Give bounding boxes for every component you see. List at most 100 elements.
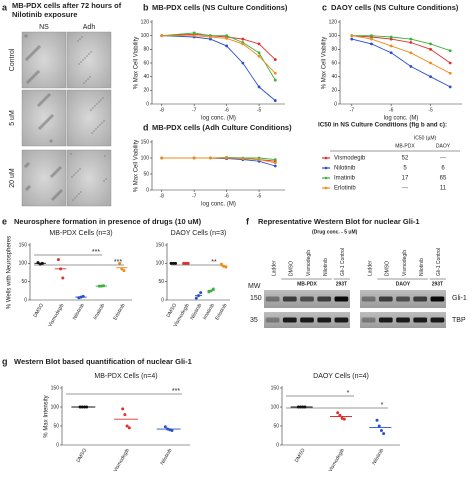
cell (90, 51, 92, 53)
blot-band (361, 317, 376, 323)
cell (78, 193, 80, 195)
table-cell: 5 (403, 166, 407, 172)
y-tick-label: 100 (51, 404, 60, 410)
significance: * (347, 390, 350, 397)
data-point (448, 61, 452, 65)
x-tick-label: -6 (224, 107, 229, 113)
data-point (379, 429, 383, 433)
cell (25, 187, 29, 191)
cell (86, 55, 88, 57)
micrograph (21, 149, 67, 207)
cell (45, 95, 49, 99)
cell (70, 153, 72, 155)
data-point (257, 54, 261, 58)
cell (73, 174, 75, 176)
data-point (192, 34, 196, 38)
y-tick-label: 80 (331, 47, 337, 53)
data-point (350, 37, 354, 41)
significance: *** (114, 259, 122, 266)
cell (47, 93, 51, 97)
cell (82, 59, 84, 61)
data-point (56, 258, 60, 262)
cell (37, 103, 41, 107)
data-point (377, 424, 381, 428)
data-point (241, 37, 245, 41)
series-line (351, 35, 451, 52)
table-cell: 52 (402, 156, 409, 162)
x-tick-label: Vismodegib (328, 447, 346, 473)
data-point (118, 261, 122, 265)
x-tick-label: DMSO (294, 448, 307, 464)
lane-label: DMSO (385, 261, 391, 276)
marker-label: 35 (250, 317, 258, 324)
blot-band (378, 296, 393, 302)
y-tick-label: 0 (146, 101, 149, 107)
y-tick-label: 100 (271, 404, 280, 410)
x-tick-label: -6 (389, 107, 394, 113)
x-tick-label: Nilotinib (371, 447, 385, 466)
data-point (382, 432, 386, 436)
data-point (342, 417, 346, 421)
cell (28, 78, 32, 82)
column-label: NS (39, 24, 49, 31)
x-tick-label: Erlotinib (214, 302, 228, 321)
data-point (192, 31, 196, 35)
cell (76, 195, 78, 197)
group-label: 293T (432, 281, 443, 287)
cell (79, 38, 81, 40)
cell (79, 168, 81, 170)
protein-label: TBP (452, 317, 466, 324)
cell (50, 114, 54, 118)
y-tick-label: 20 (143, 88, 149, 94)
cell (80, 61, 82, 63)
cell (42, 122, 46, 126)
table-column: DAOY (436, 143, 451, 149)
cell (30, 76, 34, 80)
micrograph (66, 89, 112, 147)
data-point (225, 37, 229, 40)
cell (24, 164, 28, 168)
x-tick-label: -5 (257, 107, 262, 113)
series-line (351, 35, 451, 74)
cell (75, 172, 77, 174)
cell (99, 124, 101, 126)
y-tick-label: 100 (141, 155, 150, 161)
cell (39, 101, 43, 105)
y-axis-label: % Max Intensity (44, 395, 50, 437)
chart-title: MB-PDX Cells (n=3) (49, 230, 112, 237)
blot-band (317, 296, 332, 302)
panel-label: b (143, 2, 149, 12)
data-point (160, 156, 164, 160)
data-point (389, 37, 393, 41)
data-point (273, 164, 277, 168)
y-tick-label: 150 (51, 385, 60, 391)
panel-subtitle: (Drug conc. - 5 uM) (312, 229, 358, 235)
cell (43, 97, 47, 101)
data-point (61, 276, 65, 280)
group-label: MB-PDX (297, 281, 317, 287)
data-point (220, 262, 223, 266)
data-point (273, 78, 277, 82)
cell (104, 155, 106, 157)
data-point (429, 61, 432, 65)
data-point (225, 44, 229, 48)
x-tick-label: DMSO (76, 448, 89, 464)
data-point (429, 47, 432, 51)
cell (33, 49, 37, 53)
y-tick-label: 40 (143, 74, 149, 80)
blot-band (361, 296, 376, 302)
data-point (273, 71, 277, 75)
data-point (273, 158, 277, 162)
cell (85, 80, 87, 82)
y-tick-label: 60 (143, 60, 149, 66)
blot-band (300, 296, 314, 302)
cell (53, 195, 57, 199)
blot-band (430, 317, 445, 323)
data-point (257, 158, 261, 162)
cell (24, 34, 28, 38)
cell (93, 130, 95, 132)
panel-label: g (2, 356, 8, 366)
data-point (125, 424, 129, 428)
data-point (273, 99, 277, 102)
cell (71, 176, 73, 178)
